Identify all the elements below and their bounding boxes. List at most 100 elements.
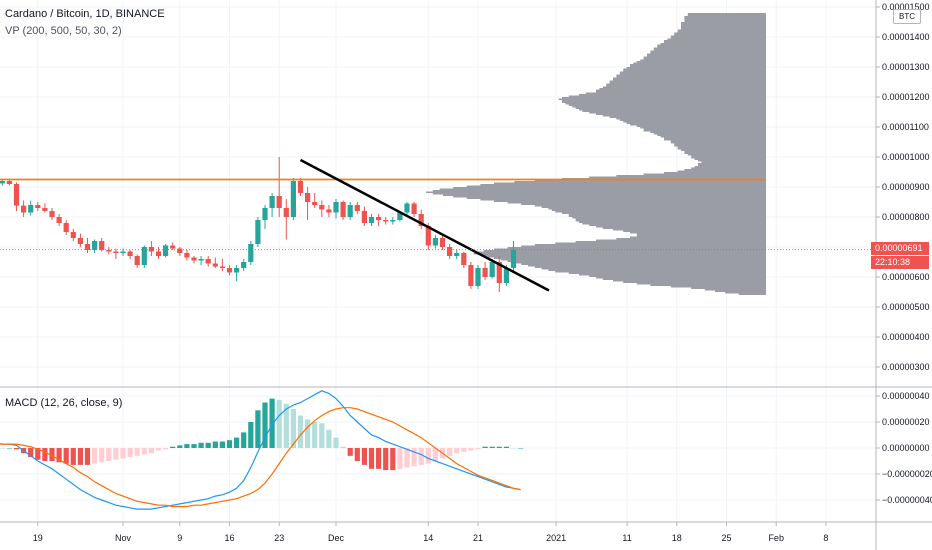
price-tick-label: 0.00000800 <box>882 212 930 222</box>
candle-body <box>42 208 48 211</box>
macd-histogram-bar <box>454 448 460 454</box>
vp-bar <box>681 22 766 24</box>
vp-bar <box>558 98 766 100</box>
vp-bar <box>596 91 766 93</box>
candle-body <box>383 220 389 222</box>
vp-bar <box>691 167 766 169</box>
vp-bar <box>616 74 766 76</box>
macd-histogram-bar <box>468 448 474 451</box>
vp-bar <box>640 59 766 61</box>
vp-bar <box>664 172 766 174</box>
candle-body <box>262 208 268 220</box>
vp-bar <box>681 26 766 28</box>
vp-bar <box>677 29 766 31</box>
vp-bar <box>596 113 766 115</box>
candle-body <box>234 268 240 273</box>
macd-histogram-bar <box>255 410 261 448</box>
macd-histogram-bar <box>461 448 467 452</box>
vp-bar <box>477 251 766 253</box>
candle-body <box>28 205 34 213</box>
candle-body <box>99 241 105 250</box>
vp-bar <box>514 262 766 264</box>
candle-body <box>390 220 396 222</box>
macd-histogram-bar <box>397 448 403 469</box>
vp-bar <box>487 256 766 258</box>
vp-bar <box>480 254 766 256</box>
vp-bar <box>541 206 766 208</box>
vp-bar <box>684 169 766 171</box>
trendline <box>299 158 550 292</box>
vp-bar <box>507 247 766 249</box>
vp-bar <box>630 124 766 126</box>
vp-bar <box>579 221 766 223</box>
macd-histogram-bar <box>283 403 289 448</box>
vp-bar <box>466 197 766 199</box>
vp-bar <box>623 68 766 70</box>
vp-bar <box>725 292 766 294</box>
vp-bar <box>643 130 766 132</box>
macd-histogram-bar <box>475 448 481 450</box>
vp-bar <box>715 290 766 292</box>
legend-symbol[interactable]: Cardano / Bitcoin, 1D, BINANCE <box>5 8 165 20</box>
macd-histogram-bar <box>361 448 367 465</box>
vp-bar <box>589 176 766 178</box>
candle-body <box>333 202 339 213</box>
legend-vp[interactable]: VP (200, 500, 50, 30, 2) <box>5 25 122 37</box>
vp-bar <box>500 259 766 261</box>
vp-bar <box>528 265 766 267</box>
time-tick-label: 9 <box>177 533 182 543</box>
macd-histogram-bar <box>383 448 389 471</box>
candle-body <box>447 247 453 256</box>
candle-body <box>290 181 296 217</box>
vp-bar <box>643 58 766 60</box>
time-tick-label: 2021 <box>546 533 566 543</box>
legend-macd[interactable]: MACD (12, 26, close, 9) <box>5 397 123 409</box>
vp-bar <box>657 44 766 46</box>
macd-histogram-bar <box>482 446 488 448</box>
macd-histogram-bar <box>510 448 517 449</box>
macd-histogram-bar <box>276 399 282 448</box>
vp-bar <box>684 151 766 153</box>
vp-bar <box>687 13 766 15</box>
vp-bar <box>687 154 766 156</box>
macd-histogram-bar <box>77 448 83 465</box>
vp-bar <box>626 122 766 124</box>
vp-bar <box>521 203 766 205</box>
last-price-tag: 0.00000691 <box>871 242 929 255</box>
candle-body <box>127 251 133 256</box>
macd-histogram-bar <box>496 446 502 448</box>
time-tick-label: 8 <box>823 533 828 543</box>
candle-body <box>92 241 98 250</box>
price-tick-label: 0.00000500 <box>882 302 930 312</box>
vp-bar <box>613 280 766 282</box>
vp-bar <box>596 239 766 241</box>
time-tick-label: 16 <box>224 533 234 543</box>
vp-bar <box>674 145 766 147</box>
vp-bar <box>684 19 766 21</box>
macd-tick-label: 0.00000020 <box>882 417 930 427</box>
candle-body <box>49 211 55 217</box>
vp-bar <box>643 56 766 58</box>
vp-bar <box>575 220 766 222</box>
vp-bar <box>555 271 766 273</box>
candle-body <box>432 238 438 246</box>
macd-tick-label: −0.00000040 <box>882 495 932 505</box>
vp-bar <box>575 107 766 109</box>
macd-histogram-bar <box>347 448 353 456</box>
macd-histogram-bar <box>354 448 360 461</box>
candle-body <box>35 205 41 208</box>
vp-bar <box>453 196 766 198</box>
candle-body <box>340 202 346 217</box>
vp-bar <box>596 89 766 91</box>
macd-histogram-bar <box>340 446 346 448</box>
vp-bar <box>670 286 766 288</box>
macd-histogram-bar <box>113 448 119 460</box>
vp-bar <box>521 245 766 247</box>
vp-bar <box>480 184 766 186</box>
candle-body <box>77 238 83 244</box>
candle-body <box>0 181 5 184</box>
currency-badge[interactable]: BTC <box>893 9 921 24</box>
time-tick-label: 18 <box>672 533 682 543</box>
vp-bar <box>551 209 766 211</box>
